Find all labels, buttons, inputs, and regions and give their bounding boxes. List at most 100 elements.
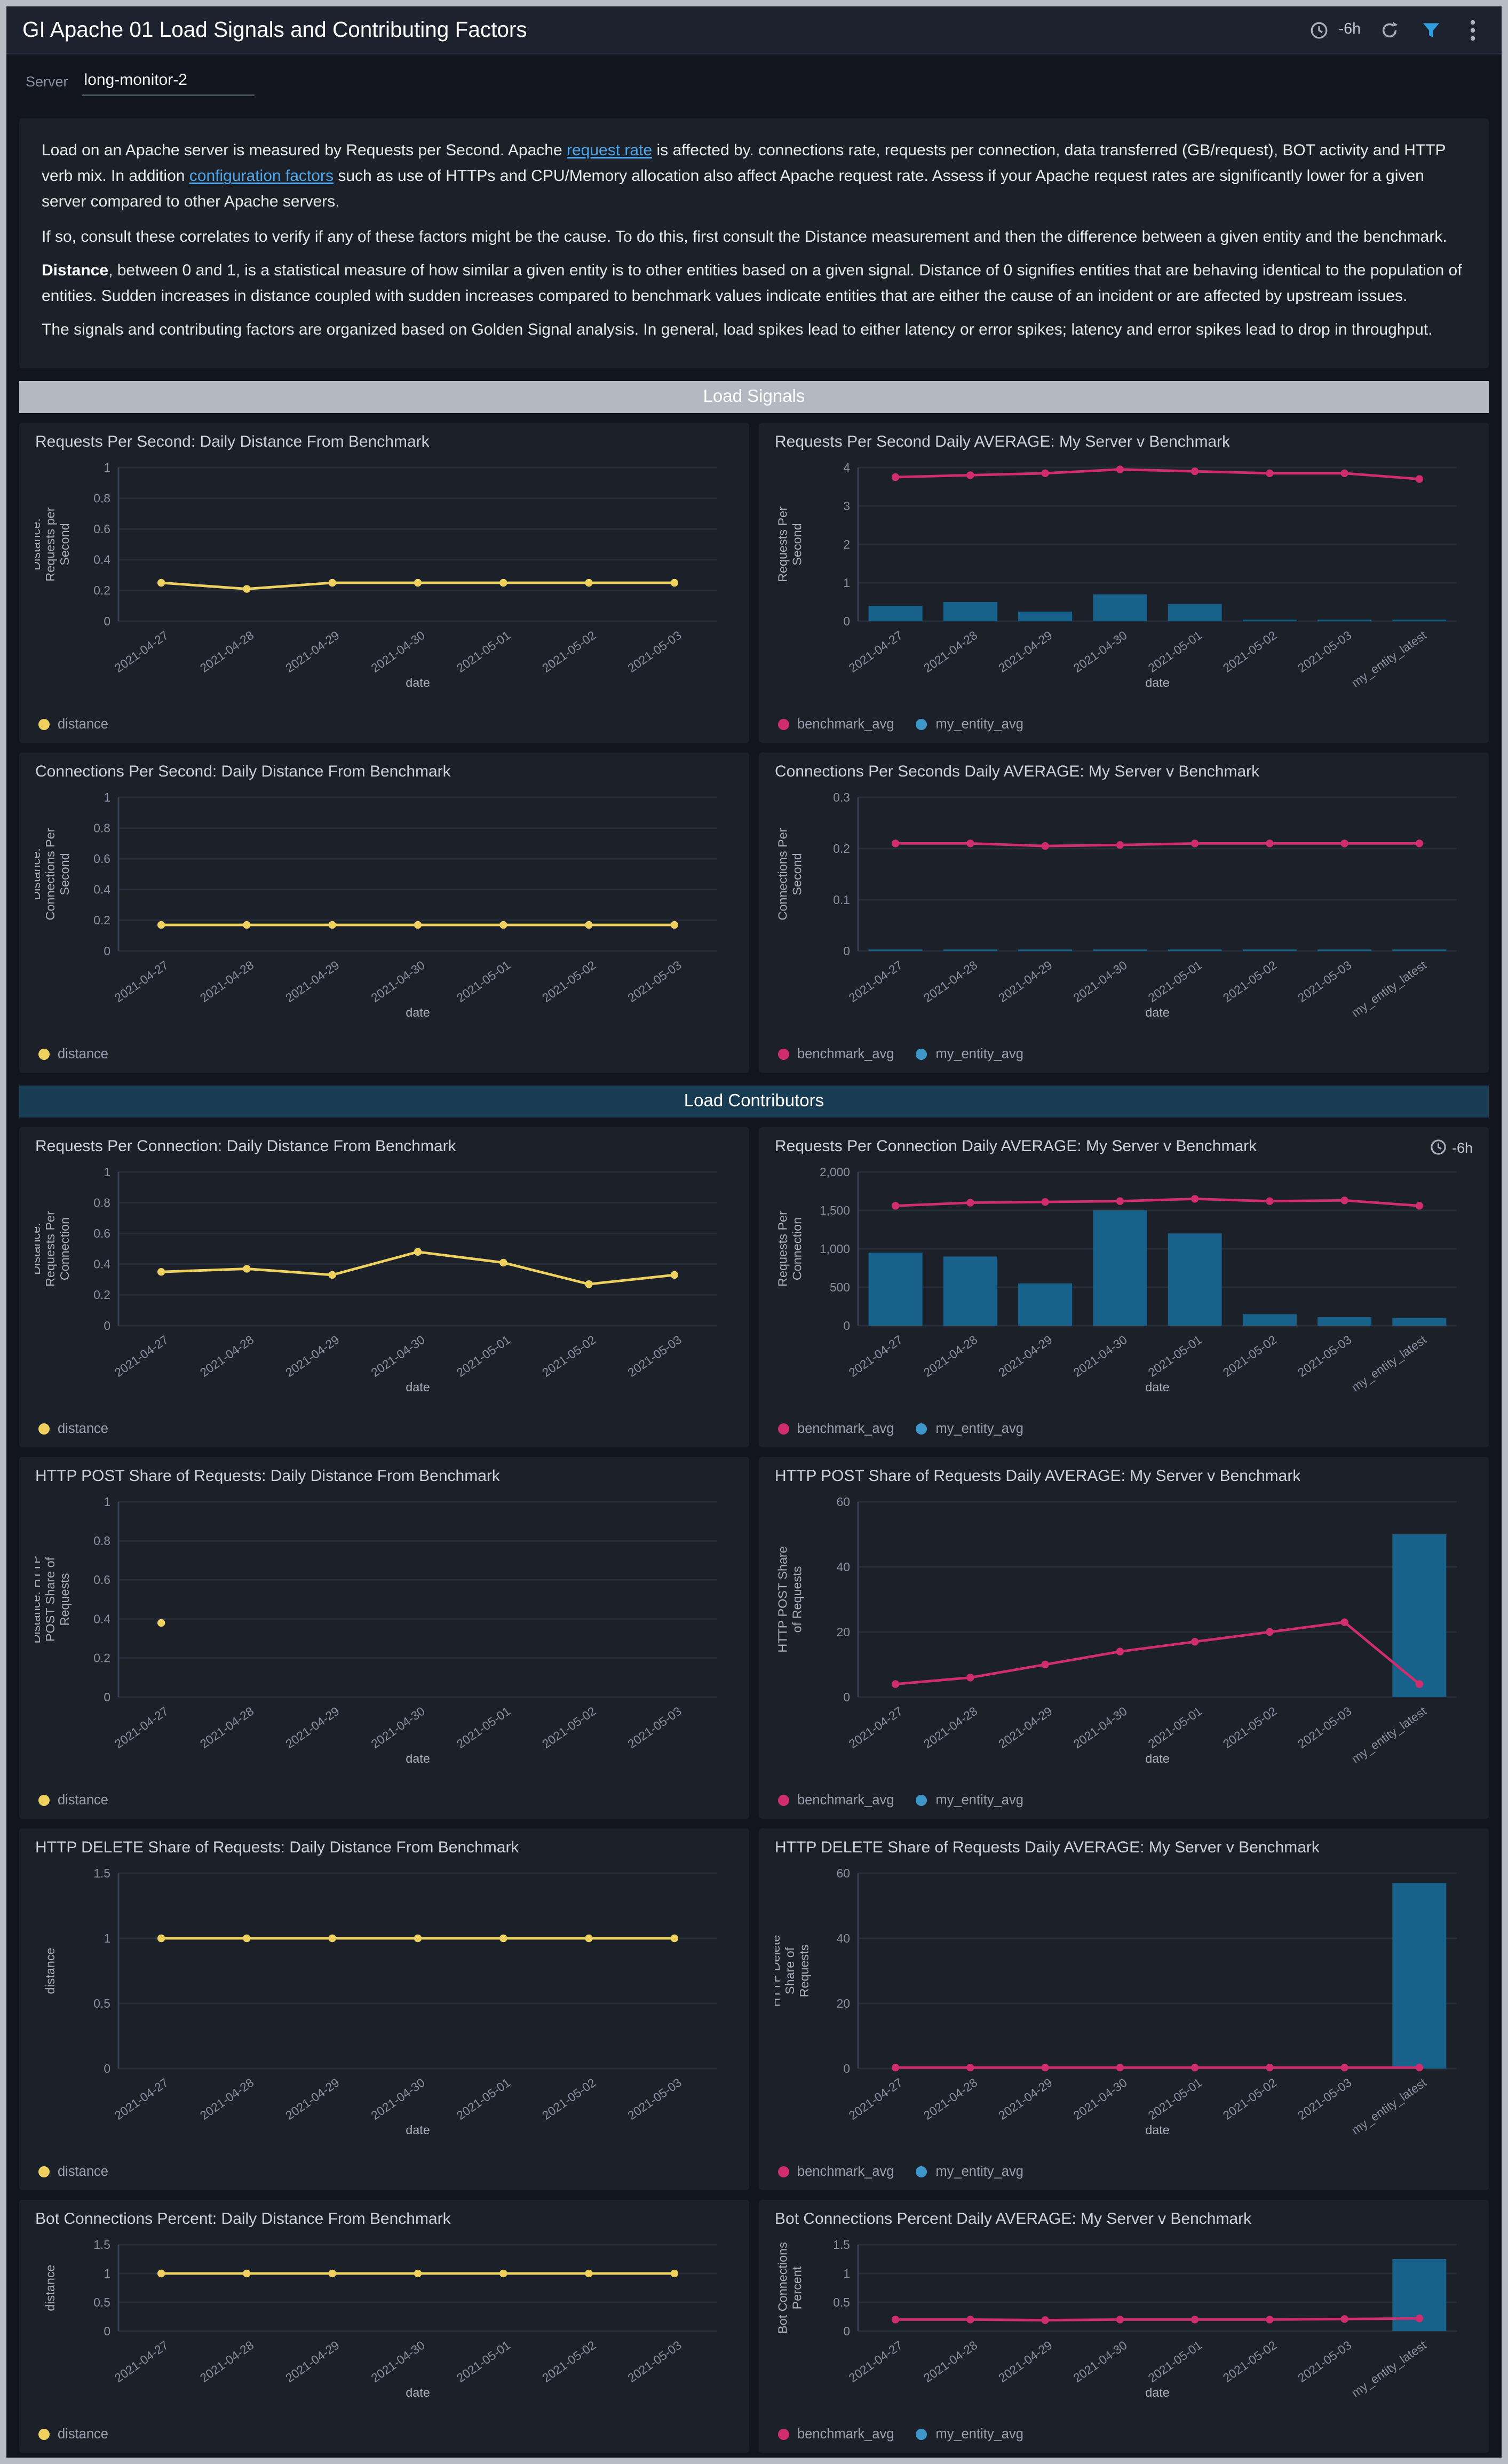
legend-item[interactable]: benchmark_avg — [778, 1792, 894, 1808]
svg-text:2021-04-30: 2021-04-30 — [1070, 629, 1129, 676]
refresh-icon[interactable] — [1377, 17, 1402, 43]
svg-text:0: 0 — [104, 2325, 110, 2339]
chart-legend: benchmark_avg my_entity_avg — [775, 1416, 1473, 1437]
svg-text:0: 0 — [843, 2062, 850, 2076]
svg-text:my_entity_latest: my_entity_latest — [1349, 2338, 1429, 2400]
svg-text:2021-04-27: 2021-04-27 — [112, 2339, 171, 2386]
chart-panel: Bot Connections Percent: Daily Distance … — [19, 2200, 749, 2453]
svg-text:2021-05-01: 2021-05-01 — [454, 2339, 513, 2386]
panel-head: Bot Connections Percent Daily AVERAGE: M… — [775, 2212, 1473, 2229]
legend-item[interactable]: benchmark_avg — [778, 716, 894, 732]
legend-label: distance — [58, 1420, 109, 1437]
svg-text:20: 20 — [837, 1997, 850, 2011]
legend-item[interactable]: benchmark_avg — [778, 1046, 894, 1062]
svg-text:1.5: 1.5 — [833, 2238, 850, 2252]
chart-canvas: 0 0.5 1 1.5 2021-04-27 2021-04-28 2021-04-29 20… — [43, 2238, 717, 2400]
panel-head: Requests Per Connection: Daily Distance … — [35, 1139, 733, 1156]
svg-text:1.5: 1.5 — [93, 2238, 110, 2252]
chart-legend: benchmark_avg my_entity_avg — [775, 1041, 1473, 1062]
svg-text:0: 0 — [104, 1319, 110, 1333]
legend-item[interactable]: my_entity_avg — [916, 1792, 1023, 1808]
svg-text:0.4: 0.4 — [93, 1612, 110, 1626]
svg-text:0.5: 0.5 — [93, 2296, 110, 2310]
intro-link[interactable]: request rate — [567, 142, 653, 160]
svg-text:2021-05-01: 2021-05-01 — [454, 1333, 513, 1380]
legend-item[interactable]: benchmark_avg — [778, 1421, 894, 1437]
svg-text:2021-05-02: 2021-05-02 — [539, 2076, 598, 2123]
svg-text:2021-05-02: 2021-05-02 — [1220, 1705, 1279, 1752]
svg-text:2021-05-02: 2021-05-02 — [1220, 1333, 1279, 1380]
svg-text:0.8: 0.8 — [93, 492, 110, 505]
intro-link[interactable]: configuration factors — [189, 168, 334, 186]
legend-label: benchmark_avg — [797, 1792, 894, 1808]
panel-head: Connections Per Seconds Daily AVERAGE: M… — [775, 764, 1473, 782]
legend-item[interactable]: my_entity_avg — [916, 2164, 1023, 2180]
svg-text:2021-04-27: 2021-04-27 — [846, 2076, 905, 2123]
svg-text:2021-05-03: 2021-05-03 — [1295, 629, 1354, 676]
svg-text:1: 1 — [104, 791, 110, 805]
chart-panel: HTTP DELETE Share of Requests: Daily Dis… — [19, 1828, 749, 2191]
svg-text:date: date — [1145, 1006, 1170, 1020]
filter-icon[interactable] — [1418, 17, 1444, 43]
svg-text:2021-04-28: 2021-04-28 — [197, 2339, 256, 2386]
svg-text:2021-04-30: 2021-04-30 — [1070, 958, 1129, 1005]
svg-text:2021-05-03: 2021-05-03 — [1295, 1705, 1354, 1752]
legend-item[interactable]: benchmark_avg — [778, 2426, 894, 2442]
kebab-menu-icon[interactable] — [1460, 17, 1486, 43]
chart-legend: distance — [35, 1416, 733, 1437]
svg-text:2021-05-01: 2021-05-01 — [454, 2076, 513, 2123]
chart-panel: Requests Per Connection Daily AVERAGE: M… — [759, 1127, 1489, 1448]
legend-item[interactable]: my_entity_avg — [916, 1421, 1023, 1437]
legend-label: benchmark_avg — [797, 2163, 894, 2180]
legend-item[interactable]: distance — [38, 2426, 108, 2442]
svg-text:date: date — [406, 1752, 430, 1766]
server-filter-input[interactable]: long-monitor-2 — [81, 68, 254, 96]
svg-text:2021-04-29: 2021-04-29 — [283, 629, 342, 676]
section-header: Load Signals — [19, 381, 1489, 414]
svg-text:Requests PerConnection: Requests PerConnection — [776, 1211, 804, 1287]
svg-text:2021-04-27: 2021-04-27 — [112, 958, 171, 1005]
filter-bar: Server long-monitor-2 — [6, 54, 1502, 109]
legend-dot — [778, 1423, 789, 1435]
svg-text:2,000: 2,000 — [820, 1166, 850, 1179]
legend-item[interactable]: my_entity_avg — [916, 1046, 1023, 1062]
chart-canvas: 0 0.2 0.4 0.6 0.8 1 2021-04-27 2021-04-28 2021-0… — [35, 1166, 717, 1395]
legend-item[interactable]: distance — [38, 1046, 108, 1062]
svg-text:2021-04-29: 2021-04-29 — [283, 2076, 342, 2123]
svg-text:0.4: 0.4 — [93, 1258, 110, 1272]
panel-time-badge[interactable]: -6h — [1430, 1139, 1473, 1156]
svg-text:2021-05-01: 2021-05-01 — [1146, 958, 1204, 1005]
svg-text:1: 1 — [843, 2267, 850, 2281]
svg-text:2021-04-28: 2021-04-28 — [921, 1333, 980, 1380]
svg-text:2021-04-30: 2021-04-30 — [368, 1705, 427, 1752]
legend-item[interactable]: my_entity_avg — [916, 2426, 1023, 2442]
chart-legend: benchmark_avg my_entity_avg — [775, 2159, 1473, 2180]
svg-text:2021-05-01: 2021-05-01 — [454, 958, 513, 1005]
legend-item[interactable]: my_entity_avg — [916, 716, 1023, 732]
svg-text:0: 0 — [104, 1691, 110, 1705]
panel-head: HTTP DELETE Share of Requests: Daily Dis… — [35, 1840, 733, 1858]
chart-panel: Connections Per Second: Daily Distance F… — [19, 752, 749, 1073]
legend-item[interactable]: distance — [38, 1421, 108, 1437]
header-tools: -6h — [1307, 17, 1486, 43]
svg-text:2021-05-03: 2021-05-03 — [1295, 958, 1354, 1005]
legend-dot — [778, 2428, 789, 2440]
chart-panel: Requests Per Second: Daily Distance From… — [19, 423, 749, 743]
svg-text:2021-05-02: 2021-05-02 — [539, 958, 598, 1005]
svg-text:2021-04-27: 2021-04-27 — [112, 1705, 171, 1752]
legend-dot — [38, 1794, 50, 1806]
svg-text:2021-04-30: 2021-04-30 — [1070, 1705, 1129, 1752]
legend-item[interactable]: distance — [38, 716, 108, 732]
legend-item[interactable]: benchmark_avg — [778, 2164, 894, 2180]
legend-item[interactable]: distance — [38, 1792, 108, 1808]
legend-item[interactable]: distance — [38, 2164, 108, 2180]
panel-head: Requests Per Second Daily AVERAGE: My Se… — [775, 434, 1473, 452]
legend-label: benchmark_avg — [797, 716, 894, 732]
svg-text:date: date — [1145, 1381, 1170, 1395]
panel-title: Connections Per Second: Daily Distance F… — [35, 764, 451, 782]
svg-text:0.2: 0.2 — [93, 1652, 110, 1666]
time-range-control[interactable]: -6h — [1307, 17, 1361, 43]
svg-text:2021-04-27: 2021-04-27 — [112, 1333, 171, 1380]
svg-text:Distance:Requests PerConnectio: Distance:Requests PerConnection — [35, 1211, 72, 1287]
intro-text: , between 0 and 1, is a statistical meas… — [42, 262, 1462, 306]
